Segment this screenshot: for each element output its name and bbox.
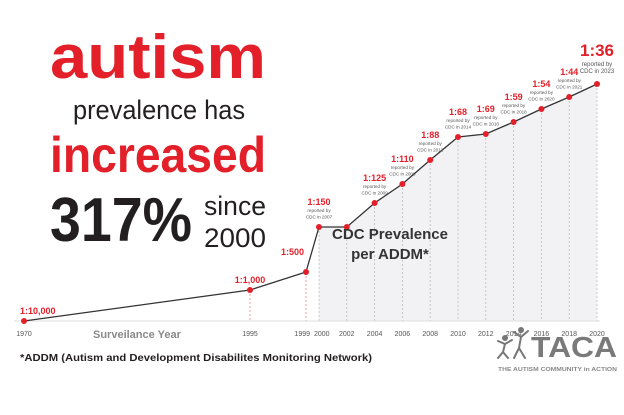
data-label: 1:68: [449, 107, 467, 117]
data-note: reported by: [446, 118, 470, 123]
x-tick-label: 2018: [561, 331, 577, 338]
plot-area: 1970 1:10,000 1995 1:1,000 1999 1:500 2000 1:15…: [14, 41, 615, 338]
data-note: CDC in 2020: [528, 97, 555, 102]
x-axis-label: Surveilance Year: [93, 329, 182, 341]
data-note: CDC in 2009: [361, 191, 388, 196]
headline-since: since: [204, 191, 266, 221]
x-tick-label: 2002: [339, 331, 355, 338]
data-label: 1:44: [560, 67, 578, 77]
x-tick-label: 1999: [294, 331, 310, 338]
data-note: reported by: [582, 62, 612, 68]
headline-since-year: 2000: [204, 223, 266, 253]
x-tick-label: 2004: [367, 331, 383, 338]
data-note: CDC in 2012: [417, 148, 444, 153]
x-tick-label: 2014: [506, 331, 522, 338]
data-point-1999: [303, 269, 309, 275]
data-note: reported by: [502, 103, 526, 108]
data-label: 1:110: [391, 154, 414, 164]
data-point-1995: [247, 287, 253, 293]
data-label: 1:88: [421, 130, 439, 140]
data-point-2020: [594, 81, 600, 87]
headline-increased: increased: [50, 127, 266, 183]
data-note: reported by: [530, 90, 554, 95]
data-point-2002: [343, 224, 350, 230]
x-tick-label: 2006: [395, 331, 411, 338]
data-label: 1:59: [505, 92, 523, 102]
x-tick-label: 2016: [534, 331, 550, 338]
data-point-2006: [399, 181, 406, 187]
footnote: *ADDM (Autism and Development Disabilite…: [20, 352, 372, 364]
x-tick-label: 1995: [242, 331, 258, 338]
annotation-line-1: CDC Prevalence: [332, 226, 448, 243]
data-note: reported by: [558, 78, 582, 83]
annotation-line-2: per ADDM*: [351, 246, 429, 263]
logo-name: TACA: [531, 332, 617, 364]
people-figures-icon: [497, 327, 529, 359]
headline-autism: autism: [50, 23, 266, 92]
data-point-2004: [371, 200, 378, 206]
data-note: CDC in 2016: [473, 122, 500, 127]
logo-tagline: THE AUTISM COMMUNITY in ACTION: [498, 367, 618, 373]
data-point-2000: [316, 224, 322, 230]
x-tick-label: 2008: [422, 331, 438, 338]
x-tick-label: 2012: [478, 331, 494, 338]
data-label: 1:54: [532, 79, 550, 89]
data-point-2016: [538, 106, 545, 112]
headline-percent: 317%: [50, 186, 192, 255]
data-point-2014: [510, 119, 517, 125]
x-tick-label: 2000: [314, 331, 330, 338]
data-label: 1:1,000: [235, 275, 266, 285]
data-note: reported by: [474, 115, 498, 120]
data-note: reported by: [363, 184, 387, 189]
data-label: 1:500: [281, 247, 304, 257]
data-label: 1:10,000: [20, 306, 56, 316]
data-note: CDC in 2021: [556, 85, 583, 90]
data-note: CDC in 2009: [389, 172, 416, 177]
data-label: 1:150: [307, 197, 330, 207]
taca-logo: TACA THE AUTISM COMMUNITY in ACTION: [497, 327, 618, 373]
data-label: 1:69: [477, 104, 495, 114]
data-point-2018: [566, 94, 573, 100]
headline: autism prevalence has increased 317% sin…: [50, 23, 266, 255]
data-note: reported by: [419, 141, 443, 146]
data-note: CDC in 2014: [445, 125, 472, 130]
data-point-2008: [427, 157, 434, 163]
data-point-2010: [455, 134, 461, 140]
data-label: 1:36: [580, 41, 614, 60]
data-note: CDC in 2007: [306, 215, 333, 220]
data-note: CDC in 2023: [580, 69, 615, 75]
data-label: 1:125: [363, 173, 386, 183]
data-note: CDC in 2018: [500, 110, 527, 115]
x-tick-label: 2010: [450, 331, 466, 338]
data-note: reported by: [391, 165, 415, 170]
x-tick-label: 1970: [16, 331, 32, 338]
data-note: reported by: [307, 208, 331, 213]
series-line: [23, 83, 598, 322]
x-tick-label: 2020: [589, 331, 605, 338]
data-point-2012: [482, 131, 489, 137]
headline-prevalence-has: prevalence has: [73, 95, 245, 125]
data-point-1970: [21, 318, 27, 324]
